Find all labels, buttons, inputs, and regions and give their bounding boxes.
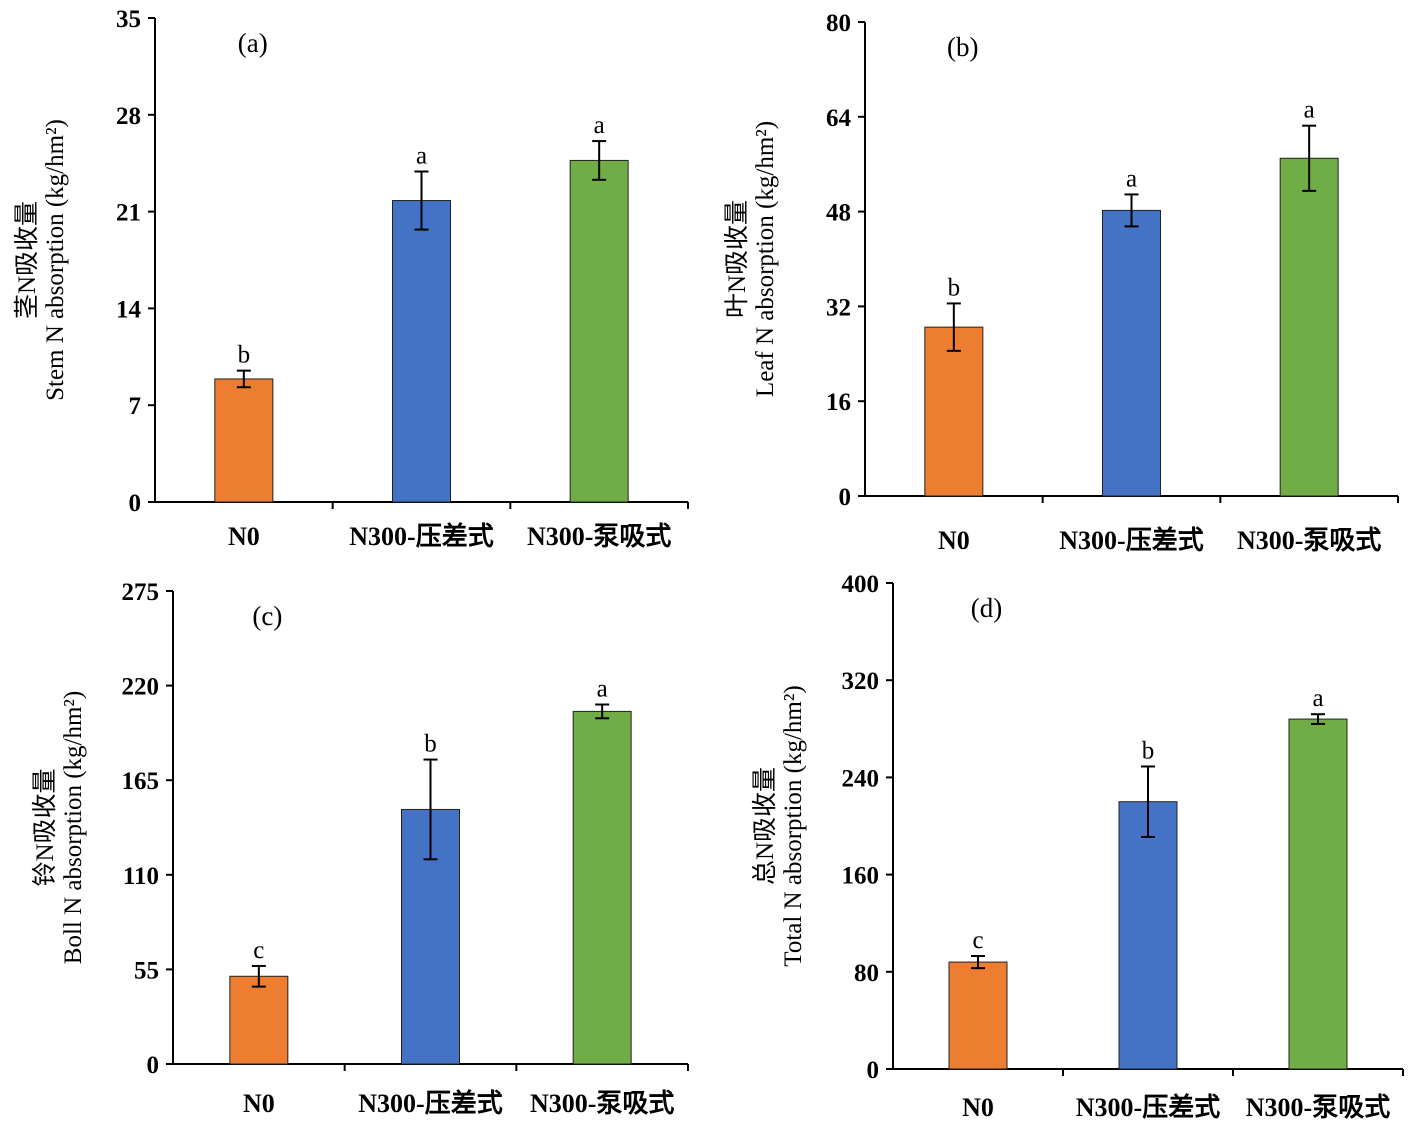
bar (924, 326, 984, 497)
significance-letter: c (972, 927, 983, 954)
y-tick-label: 320 (842, 668, 880, 695)
category-label: N0 (938, 526, 970, 555)
significance-letter: b (424, 731, 437, 758)
bar (392, 200, 451, 503)
total-n-chart: 0 80 160 240 320 400 总N吸收量 Total N absorption (… (751, 571, 1404, 1122)
bar (1288, 718, 1348, 1070)
significance-letter: a (1312, 685, 1323, 712)
y-tick-label: 0 (839, 484, 852, 511)
y-tick-label: 400 (842, 571, 880, 598)
y-axis-title-cn: 叶N吸收量 (723, 200, 751, 318)
y-axis-title-en: Boll N absorption (kg/hm²) (60, 691, 87, 964)
y-tick-label: 110 (123, 863, 159, 890)
bar (229, 975, 289, 1065)
bar (214, 378, 274, 503)
y-tick-label: 275 (122, 579, 160, 606)
y-tick-label: 21 (116, 200, 141, 227)
chart-panel-d: 0 80 160 240 320 400 总N吸收量 Total N absorption (… (708, 566, 1417, 1133)
y-tick-label: 14 (116, 296, 142, 323)
significance-letter: c (253, 937, 264, 964)
category-label: N300-泵吸式 (530, 1089, 674, 1118)
y-tick-label: 220 (122, 674, 160, 701)
significance-letter: a (594, 112, 605, 139)
chart-panel-a: 0 7 14 21 28 35 茎N吸收量 Stem N absorption (kg/hm²… (0, 0, 708, 566)
significance-letter: a (597, 676, 608, 703)
category-label: N300-泵吸式 (1237, 526, 1381, 555)
leaf-n-chart: 0 16 32 48 64 80 叶N吸收量 Leaf N absorption (kg/hm… (723, 10, 1399, 555)
y-tick-label: 48 (826, 200, 851, 227)
y-tick-label: 160 (842, 863, 880, 890)
significance-letter: b (238, 342, 251, 369)
panel-label: (c) (252, 601, 282, 631)
y-tick-label: 0 (129, 490, 142, 517)
significance-letter: a (1304, 97, 1315, 124)
y-tick-label: 80 (854, 960, 879, 987)
panel-label: (b) (947, 32, 978, 62)
category-label: N0 (962, 1093, 994, 1122)
category-label: N300-压差式 (358, 1088, 502, 1118)
y-tick-label: 64 (826, 105, 852, 132)
y-axis-title-cn: 总N吸收量 (751, 767, 779, 885)
y-tick-label: 240 (842, 765, 880, 792)
y-tick-label: 165 (122, 768, 160, 795)
bar (572, 710, 632, 1065)
y-axis-title-cn: 铃N吸收量 (31, 768, 59, 886)
y-axis-title-en: Total N absorption (kg/hm²) (780, 685, 807, 966)
bar (1279, 157, 1339, 497)
y-axis-title-en: Stem N absorption (kg/hm²) (42, 119, 69, 401)
y-tick-label: 32 (826, 294, 851, 321)
bar (569, 159, 629, 503)
category-label: N0 (228, 522, 260, 551)
y-tick-label: 16 (826, 389, 851, 416)
y-tick-label: 80 (826, 10, 851, 37)
significance-letter: a (1126, 165, 1137, 192)
bar (1102, 209, 1161, 497)
bar (948, 961, 1008, 1070)
chart-panel-b: 0 16 32 48 64 80 叶N吸收量 Leaf N absorption (kg/hm… (708, 0, 1417, 566)
significance-letter: b (948, 274, 961, 301)
category-label: N0 (243, 1089, 275, 1118)
category-label: N300-压差式 (1059, 525, 1203, 555)
significance-letter: b (1142, 737, 1155, 764)
bar (1118, 801, 1178, 1070)
panel-label: (a) (238, 28, 268, 58)
chart-panel-c: 0 55 110 165 220 275 铃N吸收量 Boll N absorption (k… (0, 566, 708, 1133)
boll-n-chart: 0 55 110 165 220 275 铃N吸收量 Boll N absorption (k… (31, 579, 689, 1118)
y-tick-label: 0 (867, 1057, 880, 1084)
y-axis-title-en: Leaf N absorption (kg/hm²) (752, 121, 779, 397)
y-tick-label: 0 (147, 1052, 160, 1079)
panel-label: (d) (971, 593, 1002, 623)
category-label: N300-压差式 (1076, 1092, 1220, 1122)
y-tick-label: 7 (129, 393, 142, 420)
category-label: N300-泵吸式 (527, 522, 671, 551)
y-axis-title-cn: 茎N吸收量 (13, 201, 41, 319)
y-tick-label: 35 (116, 6, 141, 33)
category-label: N300-泵吸式 (1246, 1093, 1390, 1122)
stem-n-chart: 0 7 14 21 28 35 茎N吸收量 Stem N absorption (kg/hm²… (13, 6, 689, 551)
category-label: N300-压差式 (349, 521, 493, 551)
significance-letter: a (416, 142, 427, 169)
y-tick-label: 28 (116, 103, 141, 130)
y-tick-label: 55 (134, 957, 159, 984)
